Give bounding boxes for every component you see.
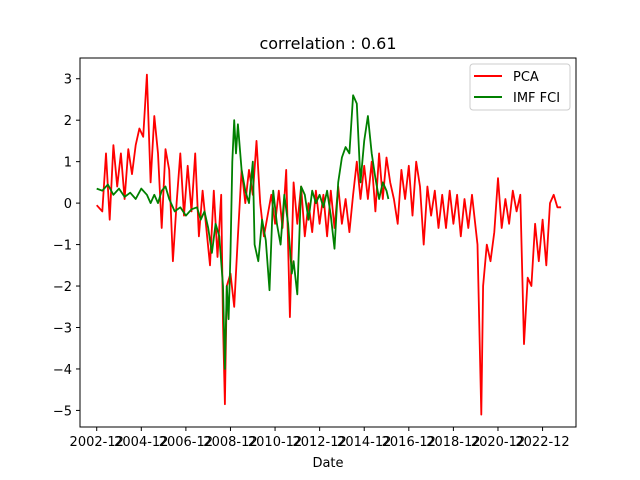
series-layer <box>96 73 562 416</box>
y-tick-label: 2 <box>64 114 72 129</box>
x-tick-label: 2010-12 <box>248 435 302 450</box>
y-tick-label: 3 <box>64 73 72 88</box>
plot-frame <box>79 57 577 428</box>
y-tick-label: −4 <box>53 363 72 378</box>
x-tick-label: 2014-12 <box>337 435 391 450</box>
x-axis-label: Date <box>312 456 343 471</box>
x-tick-label: 2006-12 <box>159 435 213 450</box>
x-axis: 2002-122004-122006-122008-122010-122012-… <box>70 427 570 450</box>
x-tick-label: 2008-12 <box>203 435 257 450</box>
y-tick-label: −2 <box>53 280 72 295</box>
y-tick-label: 0 <box>64 197 72 212</box>
series-line-0 <box>96 73 562 416</box>
chart-title: correlation : 0.61 <box>259 34 396 53</box>
x-tick-label: 2002-12 <box>70 435 124 450</box>
x-tick-label: 2022-12 <box>515 435 569 450</box>
y-tick-label: −1 <box>53 239 72 254</box>
x-tick-label: 2004-12 <box>114 435 168 450</box>
plot-area: 2002-122004-122006-122008-122010-122012-… <box>53 57 577 450</box>
legend: PCA IMF FCI <box>469 63 571 111</box>
y-tick-label: −5 <box>53 404 72 419</box>
y-tick-label: 1 <box>64 156 72 171</box>
y-tick-label: −3 <box>53 321 72 336</box>
y-axis: 3 2 1 0 −1 −2 −3 −4 −5 <box>53 73 80 419</box>
legend-label: IMF FCI <box>513 91 560 106</box>
series-line-1 <box>96 94 390 370</box>
x-tick-label: 2018-12 <box>426 435 480 450</box>
x-tick-label: 2012-12 <box>292 435 346 450</box>
x-tick-label: 2020-12 <box>471 435 525 450</box>
x-tick-label: 2016-12 <box>382 435 436 450</box>
legend-label: PCA <box>513 70 539 85</box>
